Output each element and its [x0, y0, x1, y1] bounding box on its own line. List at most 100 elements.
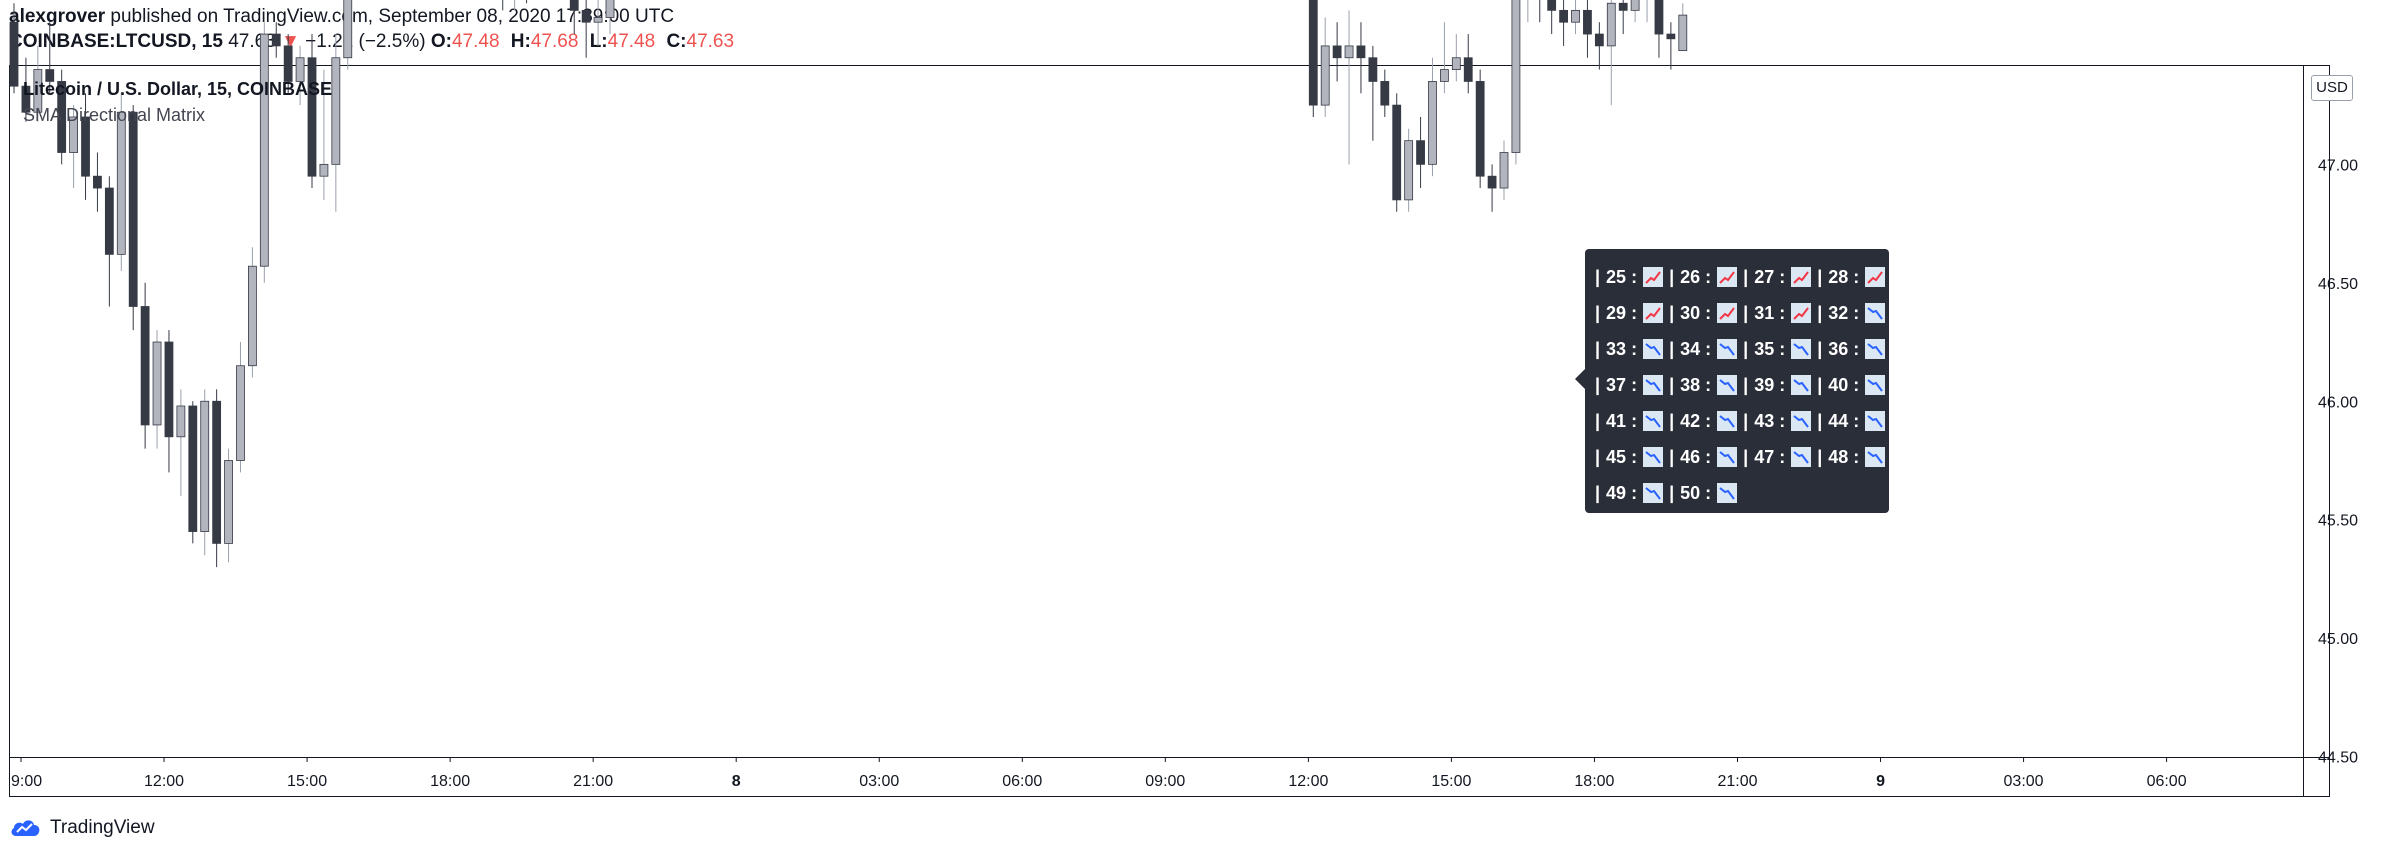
- cell-separator: |: [1743, 446, 1749, 467]
- matrix-cell: | 42 :: [1669, 410, 1738, 432]
- time-tick-label: 03:00: [2004, 773, 2044, 790]
- cell-separator: |: [1743, 302, 1749, 323]
- matrix-cell: | 40 :: [1817, 375, 1886, 396]
- candle: [1547, 0, 1557, 35]
- sma-length-label: 50 :: [1680, 482, 1712, 503]
- candle-body: [319, 163, 329, 177]
- price-tick-label: 46.50: [2318, 276, 2358, 293]
- time-tick-label: 15:00: [1431, 773, 1471, 790]
- sma-length-label: 37 :: [1606, 374, 1638, 395]
- price-axis: 44.50 45.00 45.50 46.00 46.50 47.00: [2318, 157, 2358, 766]
- candle-body: [1475, 81, 1485, 177]
- candle-body: [152, 341, 162, 426]
- candle-body: [1583, 9, 1592, 35]
- candle-body: [331, 57, 341, 165]
- candle: [1308, 0, 1318, 117]
- candle: [295, 45, 305, 106]
- candle-body: [128, 111, 138, 307]
- low-value: 47.48: [607, 31, 656, 52]
- matrix-cell: | 39 :: [1743, 374, 1812, 396]
- indicator-name[interactable]: SMA Directional Matrix: [23, 105, 206, 125]
- candle: [45, 22, 55, 94]
- candle: [116, 93, 126, 271]
- trend-up-icon: [1791, 267, 1812, 287]
- matrix-cell: | 50 :: [1669, 482, 1738, 504]
- tradingview-brand[interactable]: TradingView: [10, 815, 155, 841]
- matrix-row: | 41 : | 42 : | 43 : | 44 :: [1595, 403, 1886, 439]
- candles-layer: [9, 0, 1688, 568]
- price-change: −1.22 (−2.5%): [305, 31, 426, 52]
- cell-separator: |: [1595, 374, 1601, 395]
- price-tick-label: 45.50: [2318, 513, 2358, 530]
- candle-body: [140, 306, 150, 426]
- trend-down-icon: [1643, 375, 1664, 395]
- candle-body: [1428, 81, 1437, 165]
- trend-down-icon: [1791, 375, 1812, 395]
- sma-length-label: 26 :: [1680, 266, 1712, 287]
- symbol-label: COINBASE:LTCUSD, 15: [9, 31, 223, 52]
- candle: [152, 330, 162, 449]
- candle-body: [236, 365, 245, 461]
- matrix-cell: | 43 :: [1743, 411, 1812, 432]
- candle: [247, 247, 257, 378]
- candle: [1606, 0, 1616, 106]
- candle-body: [581, 9, 591, 23]
- candle-body: [69, 116, 78, 153]
- candle: [259, 22, 269, 283]
- candle-body: [295, 57, 305, 82]
- sma-length-label: 41 :: [1606, 410, 1638, 431]
- candle-body: [1666, 33, 1676, 40]
- candle-body: [116, 111, 126, 255]
- candle: [200, 389, 210, 556]
- candle-body: [1440, 69, 1449, 82]
- candle-body: [93, 175, 102, 189]
- matrix-row: | 33 : | 34 : | 35 : | 36 :: [1595, 331, 1886, 367]
- sma-length-label: 42 :: [1680, 410, 1712, 431]
- author-name[interactable]: alexgrover: [9, 6, 106, 27]
- candle: [1511, 0, 1521, 165]
- trend-up-icon: [1717, 303, 1738, 323]
- candle-body: [1380, 81, 1390, 106]
- price-tick-label: 46.00: [2318, 394, 2358, 411]
- trend-down-icon: [1791, 411, 1812, 431]
- candle-body: [1344, 45, 1354, 59]
- candle-body: [1416, 140, 1425, 165]
- candle: [1583, 0, 1592, 58]
- candle: [605, 0, 615, 35]
- cell-separator: |: [1743, 374, 1749, 395]
- candle: [1499, 140, 1509, 200]
- trend-up-icon: [1643, 267, 1664, 287]
- trend-down-icon: [1791, 447, 1812, 467]
- candle-body: [1356, 45, 1366, 59]
- currency-button[interactable]: USD: [2311, 75, 2353, 101]
- cell-separator: |: [1595, 410, 1601, 431]
- cell-separator: |: [1743, 338, 1749, 359]
- candle-body: [271, 33, 281, 47]
- candle: [271, 22, 281, 58]
- candle: [128, 105, 138, 331]
- candle-body: [343, 0, 353, 59]
- candle: [1539, 0, 1541, 23]
- matrix-cell: | 26 :: [1669, 266, 1738, 288]
- candle-body: [283, 45, 293, 82]
- matrix-row: | 25 : | 26 : | 27 : | 28 :: [1595, 259, 1886, 295]
- matrix-cell: | 37 :: [1595, 374, 1664, 396]
- high-label: H:: [510, 31, 531, 52]
- candle: [1666, 22, 1676, 70]
- candle: [343, 0, 353, 70]
- trend-down-icon: [1865, 411, 1886, 431]
- time-tick-label: 06:00: [1002, 773, 1042, 790]
- candle-body: [21, 85, 31, 113]
- chart-legend-title: Litecoin / U.S. Dollar, 15, COINBASE: [23, 79, 333, 99]
- trend-down-icon: [1717, 411, 1738, 431]
- cell-separator: |: [1817, 410, 1823, 431]
- matrix-cell: | 48 :: [1817, 447, 1886, 468]
- candle: [1428, 57, 1437, 177]
- candle-body: [57, 81, 67, 153]
- candle: [224, 448, 233, 563]
- open-label: O:: [430, 31, 452, 52]
- cell-separator: |: [1595, 482, 1601, 503]
- candle-body: [1320, 45, 1330, 106]
- matrix-cell: | 36 :: [1817, 339, 1886, 360]
